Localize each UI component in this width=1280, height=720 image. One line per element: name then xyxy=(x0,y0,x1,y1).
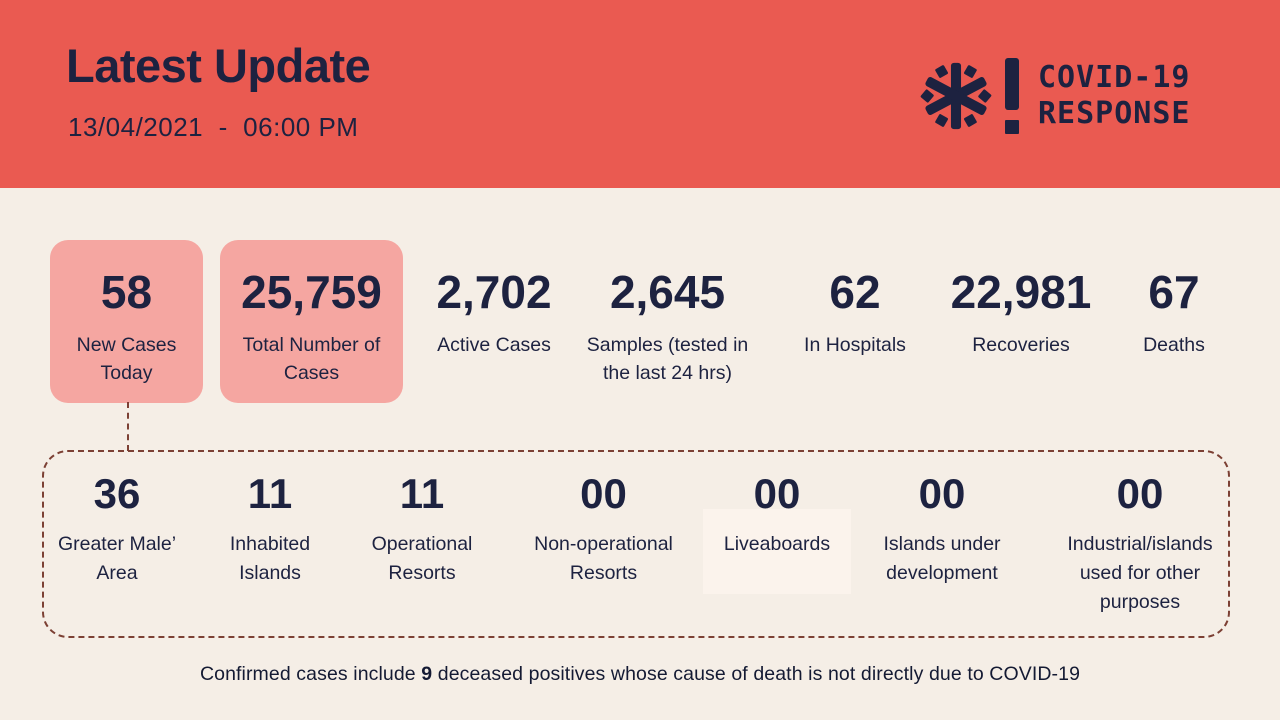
stat-value: 25,759 xyxy=(241,266,382,318)
breakdown-value: 00 xyxy=(918,470,966,517)
footnote-prefix: Confirmed cases include xyxy=(199,663,422,685)
breakdown-label: Non-operational Resorts xyxy=(534,533,673,584)
stat-label: In Hospitals xyxy=(804,334,906,356)
stat-value: 2,645 xyxy=(609,266,726,318)
stat-label: Deaths xyxy=(1143,334,1205,356)
page-title: Latest Update xyxy=(66,39,371,92)
exclamation-icon xyxy=(1005,58,1019,134)
stat-value: 2,702 xyxy=(436,266,552,318)
stat-value: 58 xyxy=(100,266,153,318)
breakdown-industrial-islands: 00 Industrial/islands used for other pur… xyxy=(1045,470,1235,617)
liveaboards-highlight xyxy=(703,509,851,594)
stat-label: Active Cases xyxy=(437,334,551,356)
stat-active-cases: 2,702 Active Cases xyxy=(434,267,554,359)
breakdown-value: 00 xyxy=(753,470,801,517)
stat-total-cases: 25,759 Total Number of Cases xyxy=(220,240,403,403)
stat-value: 62 xyxy=(829,266,881,318)
stat-new-cases-today: 58 New Cases Today xyxy=(50,240,203,403)
logo-wordmark: COVID-19 RESPONSE xyxy=(1038,60,1191,132)
footnote: Confirmed cases include 9 deceased posit… xyxy=(0,663,1280,686)
logo-line-1: COVID-19 xyxy=(1038,60,1191,95)
breakdown-non-operational-resorts: 00 Non-operational Resorts xyxy=(516,470,691,588)
covid-response-logo: COVID-19 RESPONSE xyxy=(920,58,1191,134)
footnote-bold-count: 9 xyxy=(421,663,433,685)
header-banner: Latest Update 13/04/2021 - 06:00 PM xyxy=(0,0,1280,188)
breakdown-liveaboards: 00 Liveaboards xyxy=(703,470,851,559)
stat-label: Recoveries xyxy=(972,334,1070,356)
covid-asterisk-icon xyxy=(920,62,992,130)
stat-recoveries: 22,981 Recoveries xyxy=(941,267,1101,359)
breakdown-value: 00 xyxy=(580,470,627,517)
logo-line-2: RESPONSE xyxy=(1038,96,1191,131)
breakdown-label: Operational Resorts xyxy=(371,533,473,584)
breakdown-value: 36 xyxy=(93,470,141,517)
breakdown-inhabited-islands: 11 Inhabited Islands xyxy=(210,470,330,588)
breakdown-label: Liveaboards xyxy=(723,533,831,555)
update-datetime: 13/04/2021 - 06:00 PM xyxy=(68,112,359,142)
stat-in-hospitals: 62 In Hospitals xyxy=(780,267,930,359)
stat-samples-24hrs: 2,645 Samples (tested in the last 24 hrs… xyxy=(575,267,760,387)
breakdown-label: Inhabited Islands xyxy=(229,533,311,584)
breakdown-value: 00 xyxy=(1116,470,1164,517)
stat-deaths: 67 Deaths xyxy=(1124,267,1224,359)
dashed-connector-line xyxy=(127,402,129,451)
breakdown-label: Greater Male’ Area xyxy=(57,533,177,584)
stat-value: 67 xyxy=(1148,266,1200,318)
breakdown-label: Industrial/islands used for other purpos… xyxy=(1067,533,1213,613)
breakdown-value: 11 xyxy=(247,470,293,517)
breakdown-greater-male-area: 36 Greater Male’ Area xyxy=(47,470,187,588)
footnote-suffix: deceased positives whose cause of death … xyxy=(432,663,1081,685)
stat-label: Total Number of Cases xyxy=(242,334,381,384)
breakdown-value: 11 xyxy=(399,470,445,517)
stat-label: New Cases Today xyxy=(76,334,177,384)
stat-label: Samples (tested in the last 24 hrs) xyxy=(586,334,749,384)
breakdown-operational-resorts: 11 Operational Resorts xyxy=(352,470,492,588)
breakdown-label: Islands under development xyxy=(883,533,1001,584)
breakdown-islands-under-development: 00 Islands under development xyxy=(862,470,1022,588)
new-cases-breakdown-box: 36 Greater Male’ Area 11 Inhabited Islan… xyxy=(42,450,1230,638)
stat-value: 22,981 xyxy=(950,266,1092,318)
